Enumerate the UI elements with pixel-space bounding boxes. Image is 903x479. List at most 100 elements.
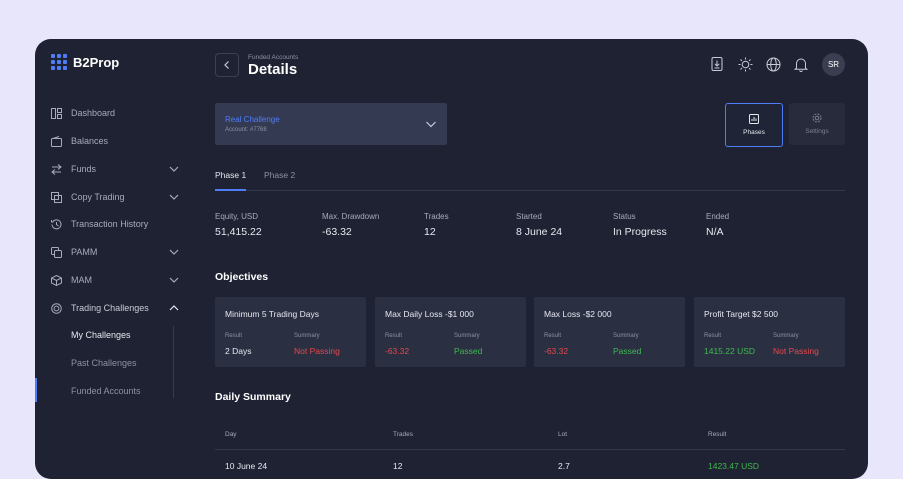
stat-value: In Progress — [613, 226, 667, 238]
result-label: Result — [704, 333, 722, 339]
page-title: Details — [248, 61, 298, 78]
account-number: Account: #7768 — [225, 127, 267, 133]
table-cell-lot: 2.7 — [558, 461, 570, 471]
result-label: Result — [385, 333, 403, 339]
chevron-down-icon[interactable] — [169, 247, 179, 257]
bell-icon[interactable] — [793, 56, 809, 72]
result-label: Result — [544, 333, 562, 339]
sidebar-item-label: Dashboard — [71, 108, 116, 118]
stat-label: Started — [516, 212, 542, 221]
back-button[interactable] — [215, 53, 239, 77]
logo-grid-icon — [51, 54, 67, 70]
breadcrumb[interactable]: Funded Accounts — [248, 54, 299, 61]
active-tab-indicator — [215, 189, 246, 191]
objective-card: Profit Target $2 500 Result Summary 1415… — [694, 297, 845, 367]
phases-label: Phases — [743, 129, 765, 136]
globe-icon[interactable] — [765, 56, 781, 72]
brand-logo[interactable]: B2Prop — [51, 54, 119, 70]
objective-summary: Passed — [613, 346, 642, 356]
stat-label: Status — [613, 212, 636, 221]
sidebar-subitem-past-challenges[interactable]: Past Challenges — [71, 358, 137, 368]
tabs-divider — [215, 190, 845, 191]
objective-result: 1415.22 USD — [704, 346, 756, 356]
settings-button[interactable]: Settings — [789, 103, 845, 145]
summary-label: Summary — [454, 333, 480, 339]
chevron-down-icon[interactable] — [169, 164, 179, 174]
table-cell-result: 1423.47 USD — [708, 461, 760, 471]
column-header-trades: Trades — [393, 431, 413, 438]
sidebar-item-balances[interactable]: Balances — [51, 131, 179, 151]
stat-max-drawdown: Max. Drawdown -63.32 — [322, 212, 379, 238]
column-header-day: Day — [225, 431, 237, 438]
chevron-down-icon — [426, 121, 436, 128]
sidebar-item-transaction-history[interactable]: Transaction History — [51, 214, 179, 234]
sidebar-item-label: Trading Challenges — [71, 303, 149, 313]
phases-button[interactable]: Phases — [725, 103, 783, 147]
settings-label: Settings — [805, 128, 829, 135]
chevron-down-icon[interactable] — [169, 275, 179, 285]
stat-value: 8 June 24 — [516, 226, 563, 238]
sidebar-item-funds[interactable]: Funds — [51, 159, 179, 179]
tab-phase-1[interactable]: Phase 1 — [215, 170, 247, 180]
active-indicator — [35, 378, 37, 402]
history-icon — [51, 218, 62, 230]
table-cell-trades: 12 — [393, 461, 403, 471]
daily-summary-title: Daily Summary — [215, 391, 291, 403]
objective-result: -63.32 — [385, 346, 410, 356]
stat-value: 51,415.22 — [215, 226, 262, 238]
table-cell-day: 10 June 24 — [225, 461, 268, 471]
tab-phase-2[interactable]: Phase 2 — [264, 170, 296, 180]
chart-icon — [749, 114, 759, 124]
sun-icon[interactable] — [737, 56, 753, 72]
chevron-down-icon[interactable] — [169, 192, 179, 202]
sidebar-item-label: Funds — [71, 164, 97, 174]
sidebar-item-copy-trading[interactable]: Copy Trading — [51, 187, 179, 207]
objective-title: Max Daily Loss -$1 000 — [385, 309, 474, 319]
sidebar-subitem-funded-accounts[interactable]: Funded Accounts — [71, 386, 141, 396]
sidebar-subitem-my-challenges[interactable]: My Challenges — [71, 330, 131, 340]
sidebar-item-dashboard[interactable]: Dashboard — [51, 103, 179, 123]
account-name: Real Challenge — [225, 115, 280, 124]
column-header-lot: Lot — [558, 431, 568, 438]
objective-result: 2 Days — [225, 346, 252, 356]
stat-value: -63.32 — [322, 226, 352, 238]
objectives-title: Objectives — [215, 271, 269, 283]
stat-started: Started 8 June 24 — [516, 212, 562, 238]
dashboard-icon — [51, 107, 62, 119]
avatar[interactable]: SR — [822, 53, 845, 76]
stat-trades: Trades 12 — [424, 212, 449, 238]
target-icon — [51, 302, 62, 314]
chevron-up-icon[interactable] — [169, 303, 179, 313]
stat-label: Trades — [424, 212, 449, 221]
pamm-icon — [51, 246, 62, 258]
stat-label: Max. Drawdown — [322, 212, 380, 221]
sidebar-item-pamm[interactable]: PAMM — [51, 242, 179, 262]
account-select[interactable]: Real Challenge Account: #7768 — [215, 103, 447, 145]
deposit-icon[interactable] — [709, 56, 725, 72]
stat-ended: Ended N/A — [706, 212, 729, 238]
summary-label: Summary — [773, 333, 799, 339]
stat-label: Ended — [706, 212, 730, 221]
objective-card: Max Loss -$2 000 Result Summary -63.32 P… — [534, 297, 685, 367]
gear-icon — [812, 113, 822, 123]
objective-result: -63.32 — [544, 346, 569, 356]
stat-status: Status In Progress — [613, 212, 667, 238]
copy-icon — [51, 191, 62, 203]
sidebar-item-mam[interactable]: MAM — [51, 270, 179, 290]
objective-summary: Passed — [454, 346, 483, 356]
sidebar-item-trading-challenges[interactable]: Trading Challenges — [51, 298, 179, 318]
sidebar-item-label: Copy Trading — [71, 192, 125, 202]
stat-equity: Equity, USD 51,415.22 — [215, 212, 262, 238]
sidebar-item-label: Transaction History — [71, 219, 149, 229]
app-window: B2Prop Dashboard Balances Funds Copy Tra… — [35, 39, 868, 479]
result-label: Result — [225, 333, 243, 339]
stat-value: 12 — [424, 226, 436, 238]
chevron-left-icon — [224, 61, 229, 69]
sidebar-item-label: PAMM — [71, 247, 98, 257]
objective-card: Max Daily Loss -$1 000 Result Summary -6… — [375, 297, 526, 367]
objective-title: Max Loss -$2 000 — [544, 309, 612, 319]
objective-card: Minimum 5 Trading Days Result Summary 2 … — [215, 297, 366, 367]
table-header-divider — [215, 449, 845, 450]
stat-value: N/A — [706, 226, 724, 238]
summary-label: Summary — [294, 333, 320, 339]
